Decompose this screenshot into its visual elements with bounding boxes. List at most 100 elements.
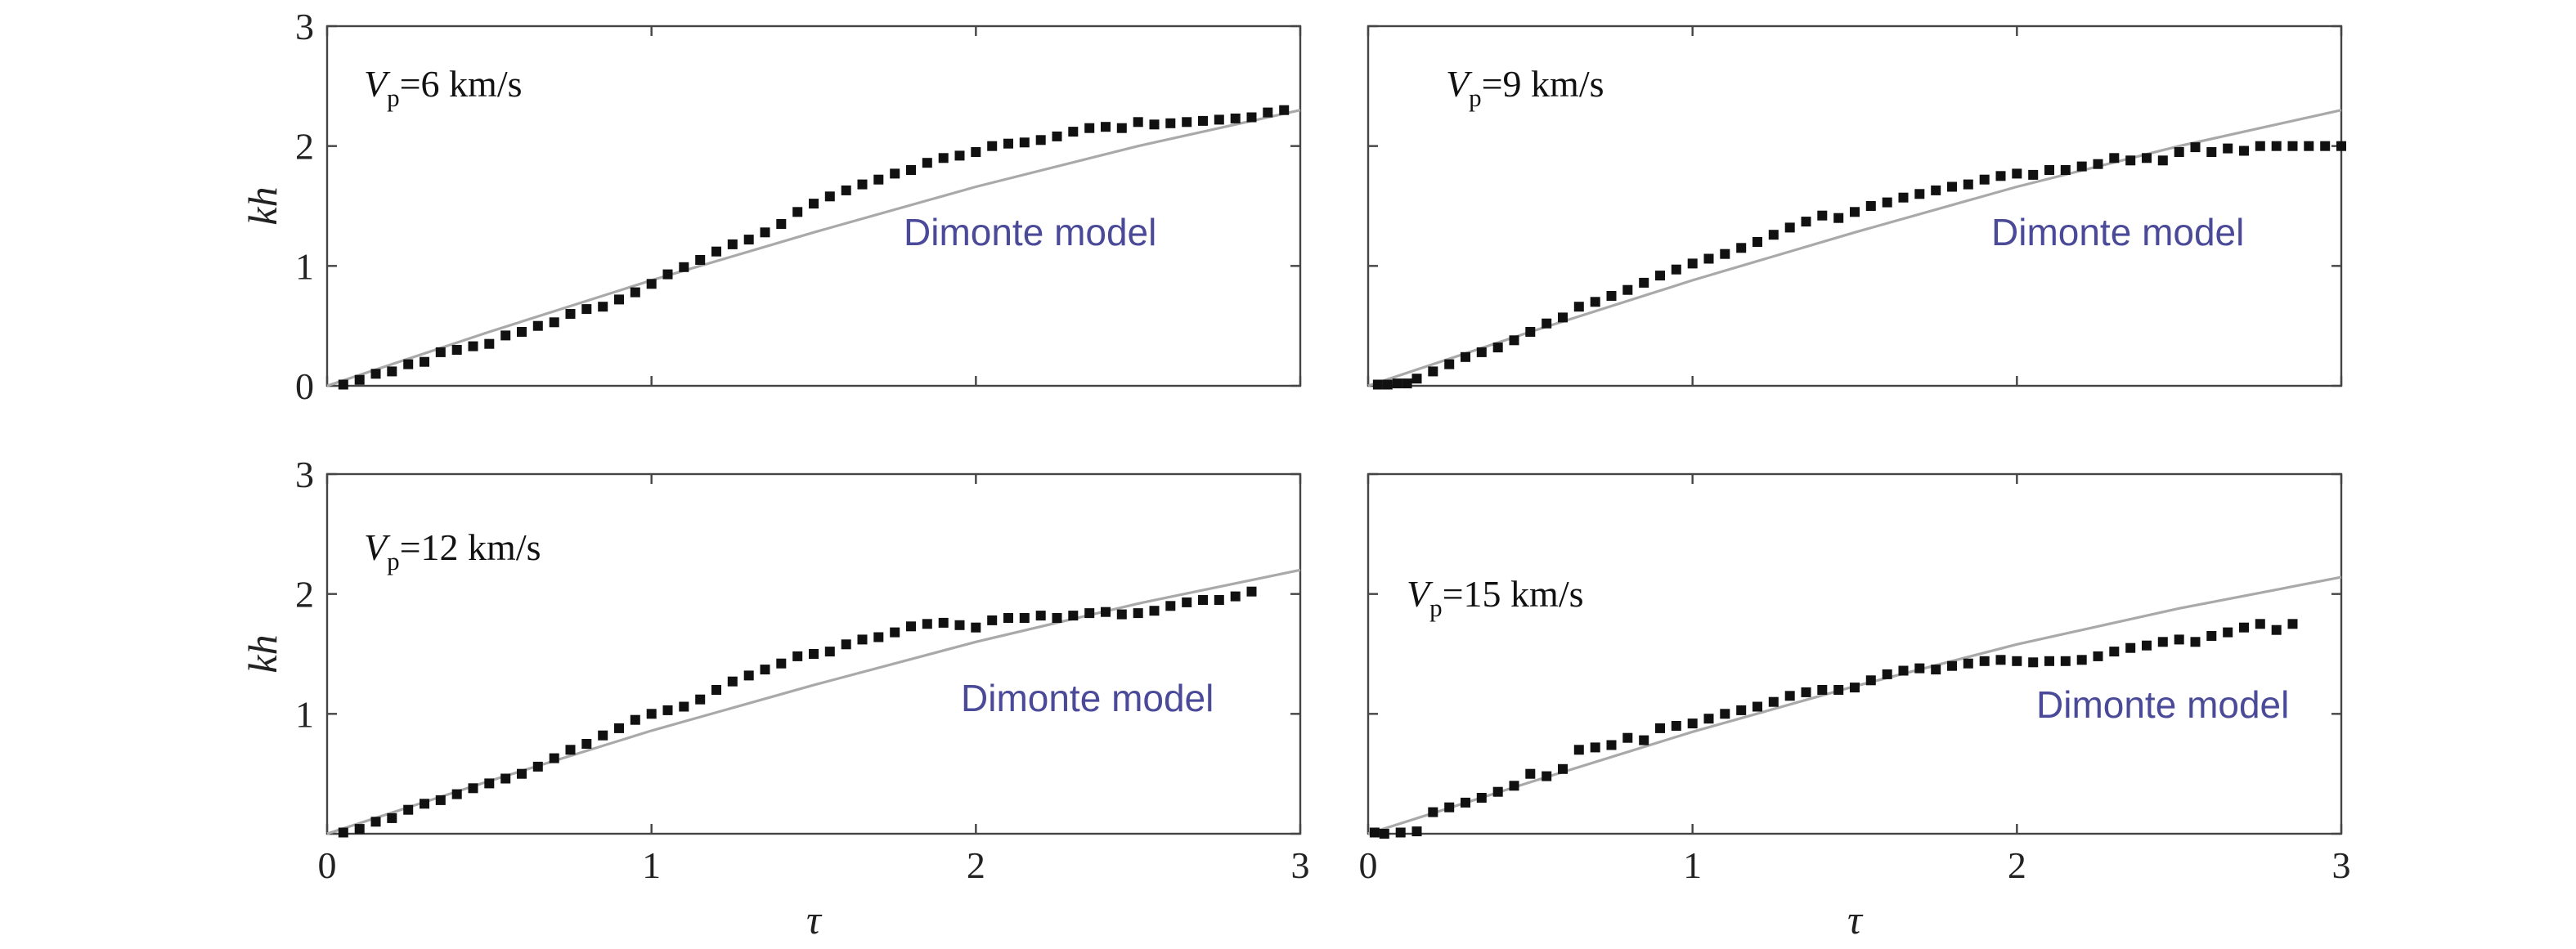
data-point	[1590, 742, 1600, 753]
data-point	[2028, 169, 2039, 180]
x-tick-label: 2	[967, 844, 985, 886]
data-point	[1687, 718, 1698, 729]
data-point	[2223, 143, 2233, 154]
data-point	[2336, 141, 2346, 151]
data-point	[1850, 207, 1860, 217]
data-point	[760, 665, 770, 675]
data-point	[1382, 379, 1393, 390]
data-point	[1947, 181, 1957, 192]
data-point	[1736, 705, 1747, 715]
data-point	[468, 783, 478, 794]
data-point	[2157, 637, 2168, 647]
panel-vp-9: Vp=9 km/s Dimonte model	[1367, 25, 2346, 390]
data-point	[1165, 118, 1176, 128]
data-point	[517, 327, 527, 337]
data-point	[1639, 277, 1649, 288]
data-point	[1720, 709, 1730, 719]
data-point	[954, 150, 965, 161]
model-label: Dimonte model	[961, 677, 1214, 719]
data-point	[922, 619, 932, 629]
data-point	[1655, 271, 1665, 281]
x-tick-label: 0	[1359, 844, 1378, 886]
data-point	[403, 359, 414, 369]
data-point	[354, 824, 365, 835]
data-point	[500, 773, 511, 784]
data-point	[1461, 797, 1470, 808]
data-point	[1963, 658, 1973, 669]
data-point	[2174, 147, 2184, 157]
data-point	[824, 647, 835, 657]
x-tick-label: 3	[2332, 844, 2351, 886]
data-point	[1671, 264, 1681, 275]
data-point	[646, 279, 657, 289]
data-point	[1542, 771, 1552, 781]
data-point	[1898, 665, 1909, 676]
data-point	[1214, 114, 1224, 125]
data-point	[662, 269, 673, 280]
data-point	[1963, 179, 1973, 190]
data-point	[420, 356, 429, 367]
data-point	[1558, 312, 1568, 323]
data-point	[1035, 611, 1046, 621]
data-point	[1395, 827, 1406, 838]
data-point	[1392, 378, 1402, 389]
data-point	[1198, 595, 1208, 605]
data-point	[598, 302, 608, 312]
model-label: Dimonte model	[904, 211, 1156, 253]
data-point	[2125, 642, 2136, 653]
data-point	[2076, 655, 2087, 665]
data-point	[2109, 153, 2120, 163]
x-tick-label: 1	[642, 844, 661, 886]
data-point	[451, 789, 462, 799]
data-point	[1116, 609, 1127, 620]
data-point	[565, 309, 576, 319]
data-point	[1019, 137, 1030, 148]
plot-frame	[1367, 472, 2343, 835]
data-point	[2190, 637, 2201, 647]
data-point	[695, 255, 706, 265]
y-tick-label: 2	[295, 574, 314, 616]
data-point	[1461, 351, 1470, 362]
data-point	[1882, 669, 1892, 679]
data-point	[1003, 613, 1013, 623]
data-point	[500, 330, 511, 341]
data-point	[760, 227, 770, 238]
data-point	[890, 627, 900, 638]
data-point	[695, 694, 706, 705]
data-point	[1003, 138, 1013, 149]
data-point	[1182, 117, 1192, 128]
data-point	[2255, 141, 2265, 151]
data-point	[1230, 591, 1241, 602]
data-point	[1931, 665, 1941, 675]
data-point	[711, 246, 721, 257]
data-point	[1263, 107, 1273, 118]
data-point	[484, 338, 495, 349]
data-point	[484, 778, 495, 789]
data-point	[387, 366, 397, 377]
data-point	[1492, 786, 1503, 797]
data-point	[1068, 611, 1079, 621]
y-tick-label: 1	[295, 693, 314, 735]
data-point	[1542, 318, 1552, 329]
data-point	[1865, 675, 1876, 686]
data-point	[565, 745, 576, 755]
data-point	[1995, 655, 2006, 665]
data-point	[1817, 685, 1828, 695]
data-point	[1606, 291, 1617, 301]
data-point	[387, 812, 397, 823]
data-point	[2206, 631, 2217, 641]
panel-vp-15: 0 1 2 3 τ Vp=15 km/s Dimonte model	[1359, 472, 2351, 942]
data-point	[581, 739, 592, 749]
data-point	[679, 262, 689, 272]
data-point	[743, 670, 754, 681]
data-point	[630, 714, 640, 725]
data-point	[1768, 230, 1779, 240]
data-point	[1052, 613, 1062, 623]
data-point	[2239, 622, 2249, 633]
data-point	[1573, 302, 1584, 312]
plot-frame	[325, 25, 1302, 387]
data-point	[1492, 342, 1503, 353]
model-label: Dimonte model	[2036, 683, 2289, 726]
data-point	[1116, 123, 1127, 133]
